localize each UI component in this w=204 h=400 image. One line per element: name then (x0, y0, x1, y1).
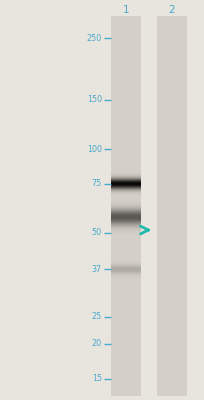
Text: 37: 37 (91, 265, 101, 274)
Text: 25: 25 (91, 312, 101, 321)
Bar (156, 16, 186, 396)
Text: 20: 20 (91, 339, 101, 348)
Text: 75: 75 (91, 179, 101, 188)
Text: 100: 100 (86, 144, 101, 154)
Text: 2: 2 (168, 5, 174, 15)
Text: 150: 150 (86, 96, 101, 104)
Text: 50: 50 (91, 228, 101, 238)
Bar (111, 16, 140, 396)
Text: 250: 250 (86, 34, 101, 42)
Text: 15: 15 (91, 374, 101, 383)
Text: 1: 1 (122, 5, 129, 15)
